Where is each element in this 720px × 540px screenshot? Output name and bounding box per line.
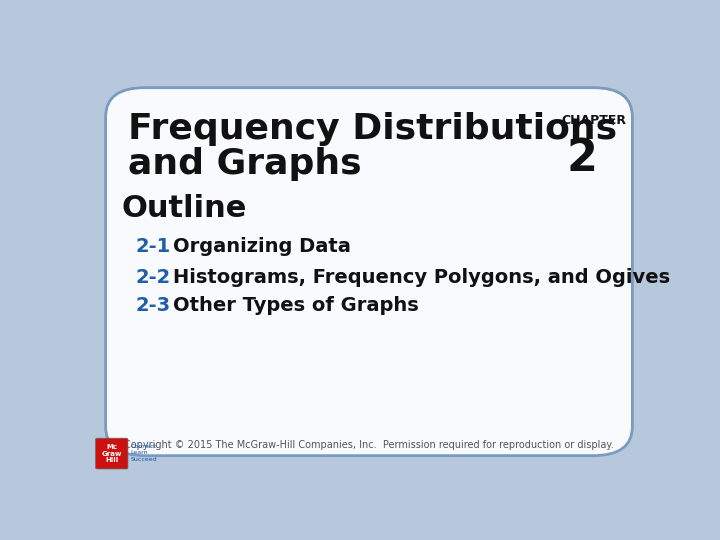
Text: Organizing Data: Organizing Data [173,238,351,256]
Text: Mc
Graw
Hill: Mc Graw Hill [102,444,122,463]
Text: 2: 2 [567,137,598,180]
Text: 2-1: 2-1 [136,238,171,256]
Text: Frequency Distributions: Frequency Distributions [128,112,617,146]
Text: Learn: Learn [131,450,148,455]
FancyBboxPatch shape [96,438,128,469]
Text: Histograms, Frequency Polygons, and Ogives: Histograms, Frequency Polygons, and Ogiv… [173,268,670,287]
Text: Copyright © 2015 The McGraw-Hill Companies, Inc.  Permission required for reprod: Copyright © 2015 The McGraw-Hill Compani… [124,440,614,450]
Text: 2-3: 2-3 [136,296,171,315]
Text: and Graphs: and Graphs [128,147,361,181]
Text: Outline: Outline [122,194,247,223]
Text: CHAPTER: CHAPTER [562,114,626,127]
Text: Other Types of Graphs: Other Types of Graphs [173,296,418,315]
Text: Connect: Connect [131,443,157,449]
Text: Succeed: Succeed [131,457,158,462]
FancyBboxPatch shape [106,87,632,456]
Text: 2-2: 2-2 [136,268,171,287]
